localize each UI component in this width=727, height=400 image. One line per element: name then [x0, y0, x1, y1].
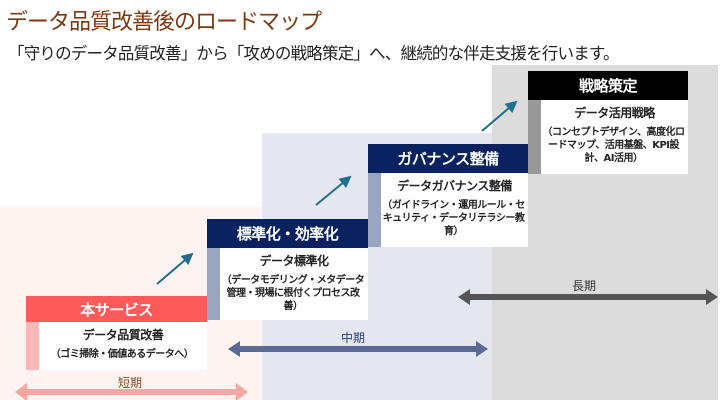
step-2-card: データ標準化 （データモデリング・メタデータ管理・現場に根付くプロセス改善）	[207, 248, 368, 320]
step-3-header: ガバナンス整備	[368, 144, 528, 173]
page-subtitle: 「守りのデータ品質改善」から「攻めの戦略策定」へ、継続的な伴走支援を行います。	[8, 44, 619, 63]
step-2-header: 標準化・効率化	[207, 219, 368, 248]
long-term-arrow	[458, 289, 718, 305]
step-1-detail: （ゴミ掃除・価値あるデータへ）	[50, 349, 194, 360]
mid-term-label: 中期	[341, 331, 366, 345]
step-4-title: データ活用戦略	[574, 106, 655, 120]
step-2-title: データ標準化	[259, 254, 329, 268]
progress-arrow-3	[481, 100, 518, 132]
page-title: データ品質改善後のロードマップ	[6, 10, 322, 35]
step-1-title: データ品質改善	[82, 328, 164, 342]
step-3-title: データガバナンス整備	[397, 179, 512, 193]
step-1-header: 本サービス	[26, 296, 207, 322]
step-3-card: データガバナンス整備 （ガイドライン・運用ルール・セキュリティ・データリテラシー…	[368, 173, 528, 247]
step-4-header: 戦略策定	[528, 71, 688, 100]
step-4-strip	[528, 100, 541, 174]
step-1-card: データ品質改善 （ゴミ掃除・価値あるデータへ）	[26, 322, 207, 370]
progress-arrow-2	[315, 175, 352, 206]
mid-term-arrow	[228, 341, 488, 357]
short-term-arrow	[15, 383, 248, 400]
step-2-detail: （データモデリング・メタデータ管理・現場に根付くプロセス改善）	[221, 275, 365, 312]
step-4-card: データ活用戦略 （コンセプトデザイン、高度化ロードマップ、活用基盤、KPI設計、…	[528, 100, 688, 174]
step-2-strip	[207, 248, 220, 320]
short-term-label: 短期	[118, 376, 143, 390]
step-3-detail: （ガイドライン・運用ルール・セキュリティ・データリテラシー教育）	[382, 200, 525, 237]
step-3-strip	[368, 173, 381, 247]
step-1-strip	[26, 322, 39, 370]
progress-arrow-1	[156, 252, 194, 285]
step-4-detail: （コンセプトデザイン、高度化ロードマップ、活用基盤、KPI設計、AI活用）	[542, 127, 685, 164]
long-term-label: 長期	[572, 279, 597, 293]
